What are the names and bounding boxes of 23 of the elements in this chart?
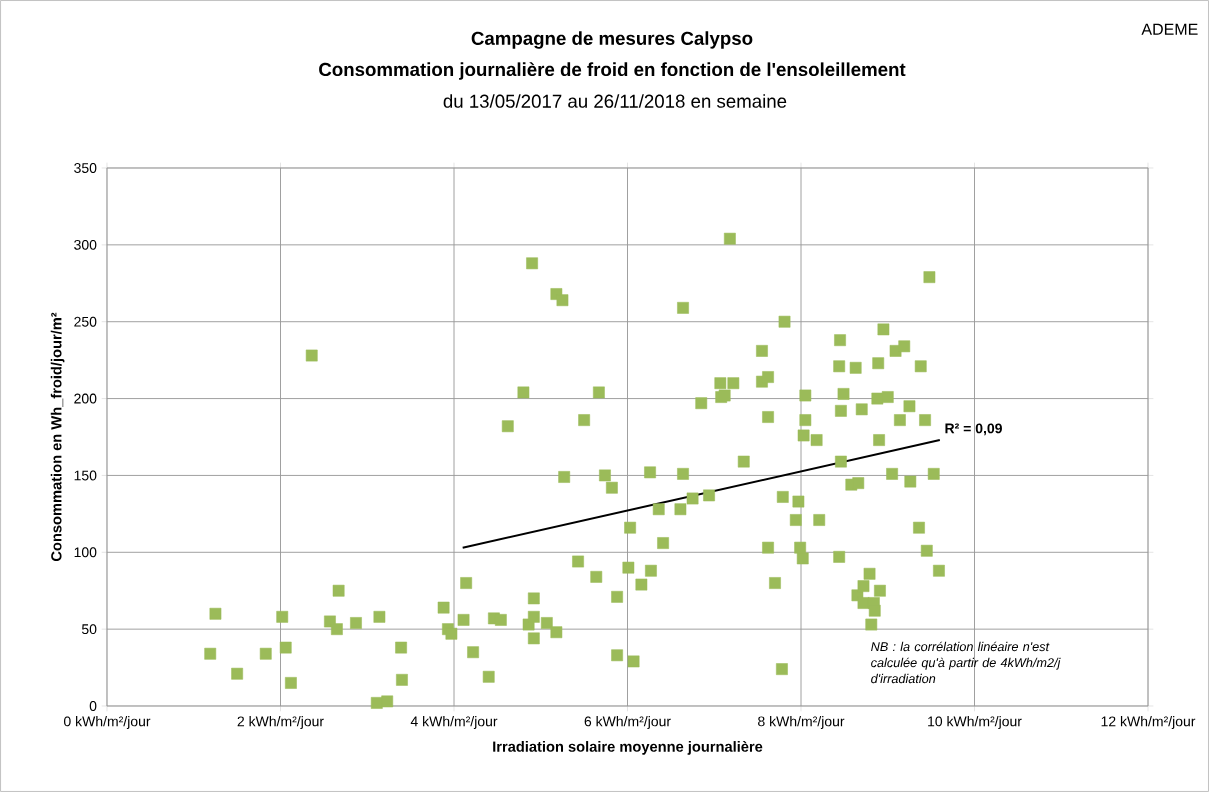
x-tick-label: 12 kWh/m²/jour — [1101, 716, 1196, 730]
y-tick-label: 300 — [74, 239, 97, 250]
x-axis-title: Irradiation solaire moyenne journalière — [493, 740, 763, 755]
x-tick-label: 4 kWh/m²/jour — [410, 716, 498, 730]
text: du 13/05/2017 au 26/11/2018 en semaine — [443, 94, 787, 108]
x-tick-label: 8 kWh/m²/jour — [758, 716, 845, 730]
annotation: R² = 0,09 — [945, 423, 1002, 436]
y-tick-label: 150 — [74, 470, 97, 481]
y-tick-label: 250 — [74, 316, 97, 327]
y-tick-label: 50 — [81, 624, 97, 635]
y-tick-label: 0 — [89, 701, 97, 711]
annotation: NB : la corrélation linéaire n'est calculée qu'à partir de 4kWh/m2/j d'irradiation — [871, 641, 1061, 684]
x-tick-label: 6 kWh/m²/jour — [584, 716, 671, 730]
chart-title: Campagne de mesures Calypso — [471, 31, 753, 49]
text: ADEME — [1141, 23, 1198, 35]
y-tick-label: 200 — [74, 393, 97, 404]
chart-subtitle: Consommation journalière de froid en fonction de l'ensoleillement — [319, 62, 906, 80]
y-tick-label: 100 — [74, 547, 97, 558]
x-tick-label: 2 kWh/m²/jour — [237, 716, 324, 730]
x-tick-label: 10 kWh/m²/jour — [928, 716, 1022, 730]
y-tick-label: 350 — [74, 163, 97, 173]
x-tick-label: 0 kWh/m²/jour — [63, 716, 151, 730]
y-axis-title: Consommation en Wh_froid/jour/m² — [50, 312, 65, 562]
